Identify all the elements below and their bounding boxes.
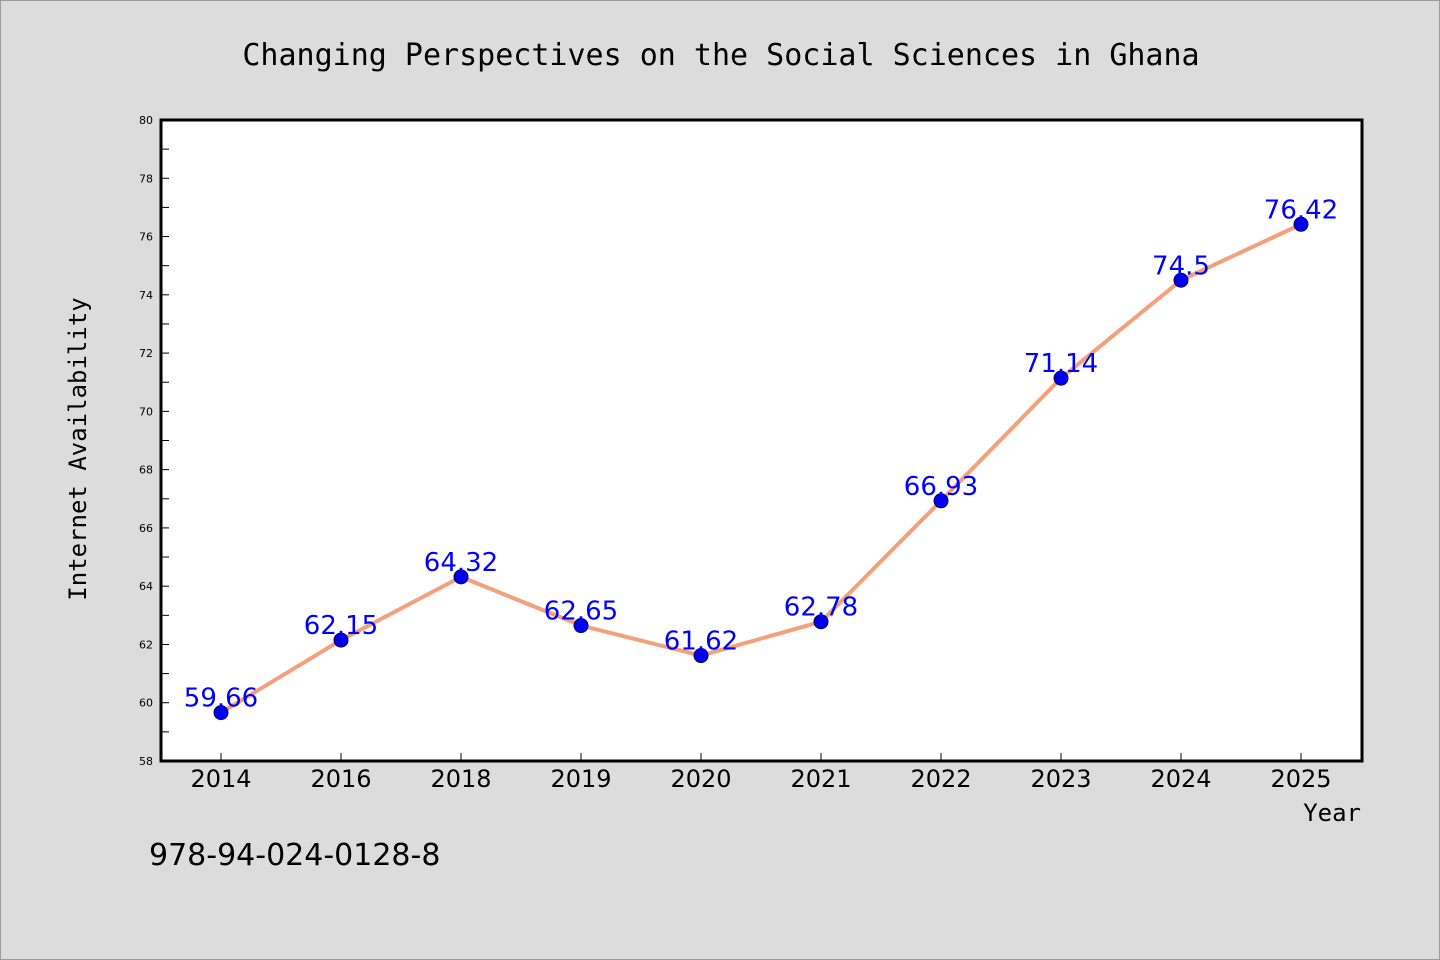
isbn-text: 978-94-024-0128-8 (149, 838, 440, 873)
x-tick-label: 2021 (790, 765, 851, 793)
data-point (813, 614, 829, 630)
data-markers (213, 216, 1309, 721)
series-line (219, 222, 1302, 715)
data-point (333, 632, 349, 648)
y-tick-label: 62 (139, 638, 153, 651)
y-tick-label: 60 (139, 697, 153, 710)
x-tick-label: 2023 (1030, 765, 1091, 793)
data-label: 76.42 (1264, 195, 1338, 225)
y-tick-label: 66 (139, 522, 153, 535)
data-label: 66.93 (904, 472, 978, 502)
data-labels: 59.66 62.15 64.32 62.65 61.62 62.78 66.93 71.14… (184, 195, 1338, 713)
x-tick-label: 2024 (1150, 765, 1211, 793)
y-tick-label: 76 (139, 231, 153, 244)
data-point (1173, 272, 1189, 288)
data-point (1053, 370, 1069, 386)
data-label: 62.78 (784, 593, 858, 623)
x-tick-label: 2018 (430, 765, 491, 793)
x-axis-title: Year (1303, 799, 1361, 827)
x-tick-label: 2022 (910, 765, 971, 793)
data-label: 74.5 (1152, 251, 1210, 281)
data-point (573, 618, 589, 634)
y-tick-label: 58 (139, 755, 153, 768)
chart-title: Changing Perspectives on the Social Scie… (242, 38, 1199, 73)
x-axis: 2014 2016 2018 2019 2020 2021 2022 2023 2024 2025 (190, 753, 1332, 793)
data-label: 71.14 (1024, 349, 1098, 379)
plot-area (159, 118, 1364, 763)
data-point (213, 705, 229, 721)
data-point (693, 648, 709, 664)
data-label: 64.32 (424, 548, 498, 578)
x-tick-label: 2025 (1270, 765, 1331, 793)
data-label: 59.66 (184, 684, 258, 714)
y-axis-title: Internet Availability (64, 297, 92, 600)
y-tick-label: 80 (139, 114, 153, 127)
x-tick-label: 2020 (670, 765, 731, 793)
y-tick-label: 68 (139, 464, 153, 477)
x-tick-label: 2014 (190, 765, 251, 793)
x-tick-label: 2019 (550, 765, 611, 793)
data-label: 62.15 (304, 611, 378, 641)
y-tick-label: 74 (139, 289, 153, 302)
y-tick-label: 72 (139, 347, 153, 360)
y-axis: 58 60 62 64 66 68 70 72 74 76 78 80 (139, 114, 169, 768)
data-point (1293, 216, 1309, 232)
y-tick-label: 70 (139, 405, 153, 418)
data-point (453, 569, 469, 585)
data-label: 62.65 (544, 597, 618, 627)
y-tick-label: 64 (139, 580, 153, 593)
data-point (933, 493, 949, 509)
x-tick-label: 2016 (310, 765, 371, 793)
y-tick-label: 78 (139, 172, 153, 185)
data-label: 61.62 (664, 627, 738, 657)
